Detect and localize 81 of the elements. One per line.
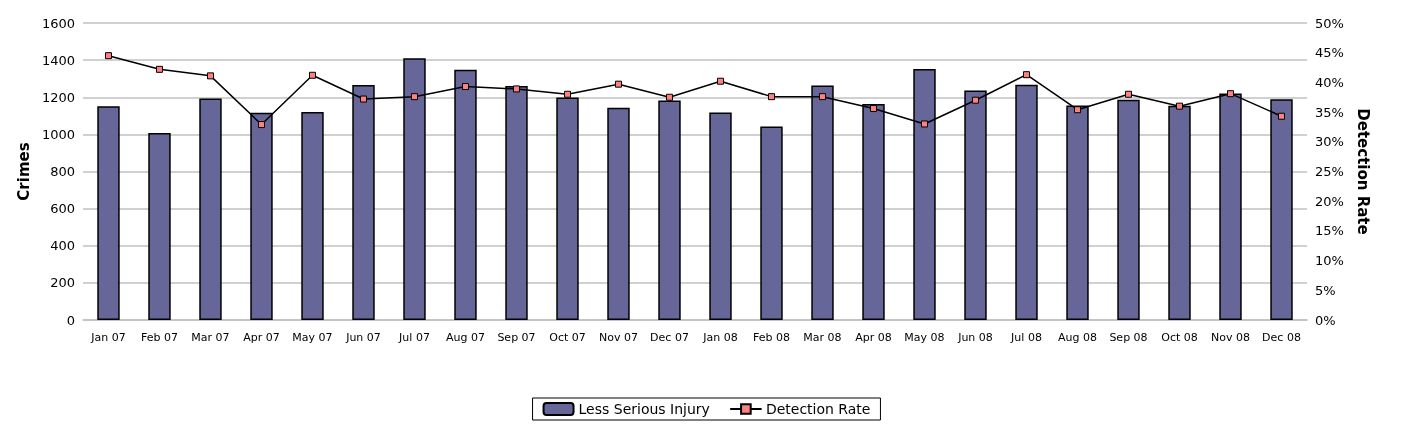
x-tick-label: Dec 07 [650,331,689,344]
point [563,90,571,98]
x-tick-label: May 08 [904,331,945,344]
y2-tick-label: 5% [1315,282,1336,298]
point [1227,90,1234,98]
y2-tick-label: 50% [1315,15,1344,31]
y2-tick-label: 45% [1315,45,1344,61]
x-tick-label: Jan 07 [90,331,126,344]
point [206,72,214,80]
y-tick-label: 1400 [41,52,75,68]
x-tick-label: May 07 [292,331,333,344]
x-tick-label: Oct 08 [1161,331,1198,344]
x-tick-label: Jul 07 [398,331,430,344]
x-tick-label: Sep 07 [497,331,536,344]
x-tick-label: Feb 07 [140,331,178,344]
point [359,95,367,103]
y2-tick-label: 20% [1315,193,1344,209]
point [818,93,826,101]
point [1278,112,1285,120]
y2-axis-title: Detection Rate [1353,108,1372,235]
y-tick-label: 1200 [41,89,75,105]
x-tick-label: Aug 07 [446,331,485,344]
y2-tick-label: 0% [1315,312,1336,328]
x-tick-label: Apr 07 [243,331,280,344]
x-tick-label: Aug 08 [1058,331,1097,344]
x-tick-label: Feb 08 [753,331,790,344]
point [257,121,265,129]
y-tick-label: 0 [66,312,75,328]
bar [97,106,120,320]
y2-tick-label: 15% [1315,223,1344,239]
point [869,105,877,113]
bar [760,126,783,320]
x-tick-label: Sep 08 [1109,331,1148,344]
point [308,71,316,79]
y2-tick-label: 25% [1315,164,1344,179]
point [614,80,622,88]
point [920,120,928,128]
y-tick-label: 800 [50,164,75,179]
y2-tick-label: 10% [1315,253,1344,269]
y2-tick-label: 30% [1315,134,1344,150]
point [1074,106,1081,114]
point [665,93,673,101]
bar [1117,99,1140,320]
y2-tick-label: 40% [1315,74,1344,90]
legend-label: Less Serious Injury [578,401,710,417]
x-tick-label: Mar 08 [803,331,842,344]
bar [148,133,171,320]
y-tick-label: 1600 [41,15,75,31]
bar [709,112,732,320]
point [767,93,775,101]
x-tick-label: Jun 07 [345,331,381,344]
bar [301,111,324,320]
bar [1015,84,1038,320]
point [104,52,112,60]
point [1023,71,1030,79]
x-tick-label: Dec 08 [1262,331,1301,344]
point [1176,102,1183,110]
point [512,85,520,93]
y-tick-label: 600 [50,201,75,217]
point [716,77,724,85]
x-tick-label: Jun 08 [957,331,993,344]
x-tick-label: Jul 08 [1010,331,1042,344]
point [461,83,469,91]
x-tick-label: Mar 07 [191,331,230,344]
point [1125,90,1132,98]
x-tick-label: Oct 07 [549,331,586,344]
x-tick-label: Jan 08 [702,331,738,344]
legend-label: Detection Rate [765,401,871,417]
bar [607,107,630,320]
bar [199,98,222,320]
x-tick-label: Apr 08 [855,331,892,344]
point [410,93,418,101]
x-tick-label: Nov 08 [1211,331,1250,344]
y2-tick-label: 35% [1315,104,1344,120]
x-tick-label: Nov 07 [599,331,638,344]
y-axis-title: Crimes [14,142,33,201]
y-tick-label: 1000 [41,126,75,142]
y-tick-label: 200 [50,275,75,291]
point [972,96,979,104]
y-tick-label: 400 [50,238,75,254]
point [155,65,163,73]
